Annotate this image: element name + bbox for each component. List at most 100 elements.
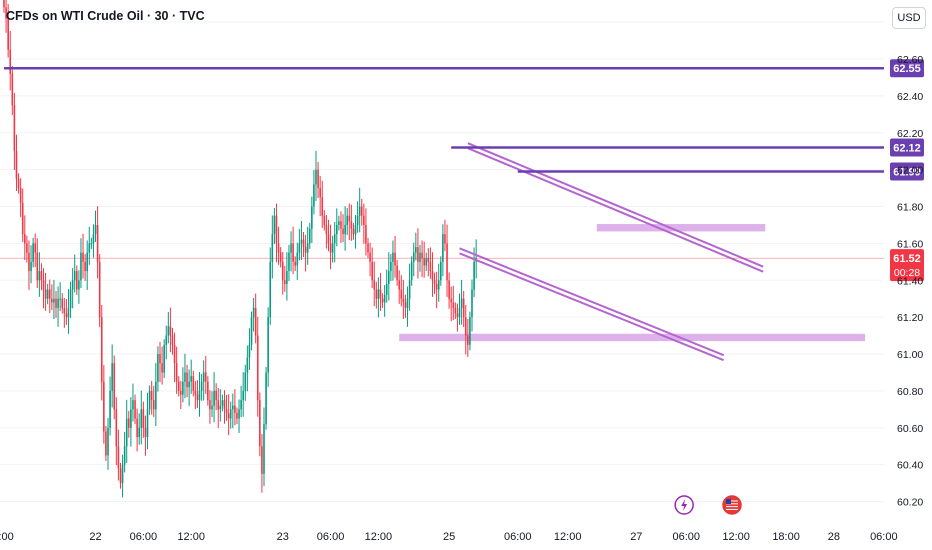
candle-body [375, 289, 378, 299]
candle-body [223, 400, 226, 410]
candle-body [242, 390, 244, 401]
candle-body [404, 302, 407, 308]
candle-body [410, 261, 413, 281]
candle-body [46, 289, 49, 299]
candle-body [456, 313, 459, 318]
candle-body [273, 215, 276, 235]
candle-body [304, 247, 307, 253]
candle-body [338, 221, 340, 225]
candle-body [55, 298, 57, 308]
candle-body [13, 105, 16, 152]
candle-body [7, 18, 9, 50]
level-price-label: 62.55 [893, 63, 921, 75]
candle-body [431, 271, 434, 281]
candle-body [348, 215, 351, 222]
candle-body [180, 390, 182, 395]
x-tick-label: 28 [828, 531, 840, 543]
candle-body [238, 409, 240, 419]
support-resistance-zone[interactable] [596, 224, 766, 232]
channel-line-upper [467, 142, 764, 268]
candle-body [194, 390, 197, 395]
candle-body [300, 239, 303, 244]
candle-body [202, 372, 205, 382]
candle-body [256, 335, 259, 401]
candle-body [196, 394, 199, 401]
candle-body [229, 409, 232, 419]
candle-body [462, 298, 465, 318]
candle-body [92, 234, 95, 244]
candle-body [21, 202, 24, 235]
candle-body [358, 206, 361, 216]
candle-body [440, 261, 442, 281]
candle-body [319, 188, 321, 198]
lightning-glyph [681, 499, 688, 511]
candle-body [267, 317, 269, 373]
candle-body [392, 252, 394, 262]
horizontal-levels[interactable]: 62.55 62.12 61.99 61.52 00:28 [0, 59, 924, 282]
candle-body [369, 252, 371, 262]
candle-body [333, 234, 336, 244]
descending-channel[interactable] [459, 142, 764, 362]
candle-body [171, 335, 174, 345]
candle-body [76, 271, 78, 290]
x-tick-label: 12:00 [554, 531, 582, 543]
x-tick-label: 23 [277, 531, 289, 543]
candle-body [365, 224, 367, 244]
candle-body [308, 228, 311, 244]
candle-body [182, 381, 184, 395]
candle-body [473, 261, 475, 290]
chart-title: CFDs on WTI Crude Oil · 30 · TVC [6, 9, 205, 23]
candle-body [448, 280, 450, 299]
candle-body [458, 307, 461, 318]
candle-body [28, 252, 30, 272]
bar-countdown: 00:28 [894, 267, 920, 279]
candle-body [317, 169, 319, 189]
currency-button[interactable]: USD [892, 7, 926, 29]
candle-body [232, 405, 234, 410]
candle-body [388, 271, 390, 284]
candle-body [165, 335, 168, 345]
x-tick-label: 06:00 [672, 531, 700, 543]
candle-body [423, 258, 425, 266]
candle-body [3, 0, 5, 8]
candle-body [329, 243, 332, 253]
candle-body [215, 390, 217, 401]
candle-body [402, 298, 405, 303]
time-axis: :00 22 06:00 12:00 23 06:00 12:00 25 06:00 12:00 2… [0, 531, 898, 543]
candle-body [254, 307, 257, 336]
y-tick-label: 60.20 [897, 497, 923, 509]
candle-body [163, 344, 165, 373]
candle-body [286, 271, 288, 284]
candle-body [209, 400, 211, 410]
candle-body [42, 280, 45, 290]
candle-body [200, 381, 203, 391]
candle-body [227, 413, 230, 419]
candle-body [311, 206, 313, 229]
candle-body [240, 400, 242, 410]
candle-body [219, 405, 222, 410]
event-markers[interactable] [674, 495, 742, 515]
candle-body [425, 258, 428, 266]
candlestick-series [3, 0, 477, 498]
candle-body [435, 283, 438, 290]
candle-body [80, 252, 82, 281]
candle-body [346, 215, 348, 225]
y-tick-label: 61.40 [897, 275, 923, 287]
candle-body [213, 390, 215, 406]
candle-body [115, 409, 118, 447]
candle-body [207, 381, 209, 401]
channel-line-upper [467, 147, 764, 273]
candle-body [188, 381, 190, 388]
support-resistance-zone[interactable] [399, 333, 866, 342]
candle-body [211, 405, 213, 410]
candle-body [429, 261, 432, 272]
x-tick-label: 06:00 [130, 531, 158, 543]
candle-body [67, 307, 70, 318]
candle-body [192, 376, 195, 391]
candle-body [82, 252, 84, 262]
candle-body [261, 446, 263, 474]
candle-body [360, 206, 363, 216]
x-tick-label: 22 [89, 531, 101, 543]
candle-body [396, 265, 398, 281]
